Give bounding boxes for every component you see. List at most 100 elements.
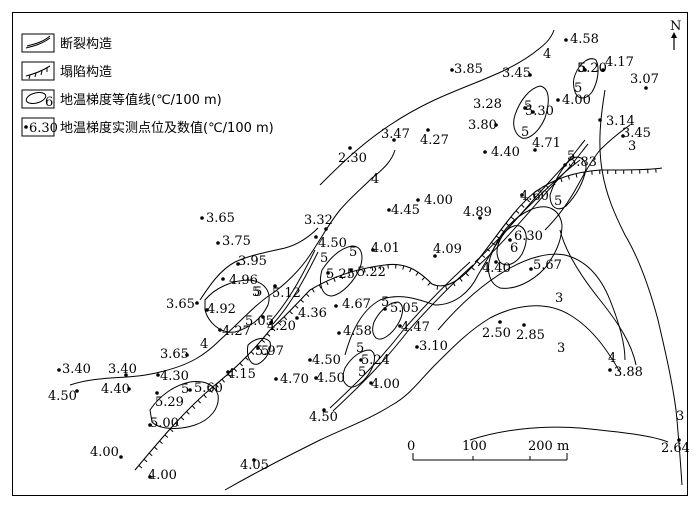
measurement-value: 3.85: [454, 62, 483, 77]
measurement-point: 3.10: [415, 339, 448, 354]
measurement-value: 4.92: [207, 302, 236, 317]
contour-label: 5: [261, 344, 269, 359]
measurement-point: 5.30: [525, 104, 554, 119]
measurement-value: 3.65: [160, 347, 189, 362]
measurement-dot: [155, 391, 159, 395]
measurement-point: 5.00: [148, 416, 179, 431]
measurement-dot: [392, 138, 396, 142]
measurement-point: 4.09: [433, 242, 462, 258]
isoline-3: [224, 305, 621, 491]
measurement-value: 4.15: [227, 367, 256, 382]
measurement-dot: [556, 98, 560, 102]
measurement-dot: [531, 110, 535, 114]
measurement-point: 3.14: [598, 114, 635, 129]
measurement-value: 3.07: [630, 72, 659, 87]
measurement-dot: [337, 331, 341, 335]
contour-label: 4: [543, 47, 551, 62]
measurement-point: 5.20: [578, 61, 607, 76]
measurement-value: 4.70: [280, 372, 309, 387]
measurement-dot: [252, 458, 256, 462]
measurement-point: 5.29: [155, 391, 184, 410]
measurement-value: 5.05: [390, 301, 419, 316]
measurement-dot: [256, 346, 260, 350]
contour-label: 4: [371, 172, 379, 187]
measurement-dot: [433, 254, 437, 258]
isoline-5: [372, 301, 403, 340]
measurement-dot: [205, 308, 209, 312]
measurement-point: 4.00: [148, 468, 177, 483]
measurement-point: 3.80: [468, 118, 498, 133]
measurement-value: 3.65: [206, 211, 235, 226]
isoline-5: [319, 245, 363, 297]
measurement-value: 5.05: [245, 314, 274, 329]
isoline-5: [247, 337, 271, 365]
measurement-point: 2.85: [516, 323, 545, 343]
svg-text:6: 6: [45, 95, 53, 110]
measurement-dot: [369, 381, 373, 385]
measurement-dot: [273, 284, 277, 288]
measurement-dot: [349, 268, 353, 272]
measurement-dot: [644, 86, 648, 90]
measurement-value: 4.27: [222, 324, 251, 339]
measurement-dot: [426, 128, 430, 132]
measurement-dot: [583, 68, 587, 72]
measurement-value: 5.29: [155, 395, 184, 410]
contour-label: 3: [557, 341, 565, 356]
measurement-dot: [274, 377, 278, 381]
measurement-value: 3.95: [238, 254, 267, 269]
measurement-point: 4.58: [564, 32, 599, 47]
isoline-5: [573, 58, 599, 99]
measurement-dot: [498, 320, 502, 324]
measurement-point: 5.05: [383, 301, 419, 316]
legend-fault-label: 断裂构造: [60, 37, 112, 52]
measurement-value: 4.50: [309, 410, 338, 425]
measurement-value: 4.40: [491, 145, 520, 160]
measurement-point: 4.00: [416, 193, 453, 208]
collapse-line: [134, 167, 663, 471]
measurement-value: 3.65: [166, 297, 195, 312]
measurement-dot: [75, 389, 79, 393]
measurement-point: 4.01: [371, 241, 400, 256]
measurement-point: 4.60: [520, 189, 549, 204]
measurement-value: 4.50: [318, 236, 347, 251]
measurement-point: 3.07: [630, 72, 659, 90]
measurement-point: 4.20: [267, 319, 296, 334]
measurement-dot: [520, 193, 524, 197]
contour-label: 5: [524, 99, 532, 114]
measurement-dot: [156, 373, 160, 377]
svg-text:6.30: 6.30: [29, 121, 58, 136]
measurement-dot: [494, 123, 498, 127]
measurement-point: 3.65: [160, 347, 189, 362]
measurement-dot: [529, 267, 533, 271]
measurement-value: 5.30: [525, 104, 554, 119]
isolines: [69, 29, 683, 491]
measurement-value: 4.30: [160, 369, 189, 384]
measurement-point: 4.27: [218, 324, 251, 339]
scale-label-0: 0: [407, 439, 415, 454]
measurement-dot: [563, 163, 567, 167]
contour-label: 3: [676, 409, 684, 424]
measurement-point: 4.58: [337, 324, 372, 339]
measurement-point: 2.30: [338, 146, 367, 166]
measurement-point: 4.50: [308, 353, 341, 368]
measurement-value: 4.47: [401, 320, 430, 335]
measurement-dot: [478, 216, 482, 220]
measurement-dot: [508, 238, 512, 242]
measurement-point: 4.05: [240, 458, 269, 473]
measurement-value: 5.12: [272, 286, 301, 301]
legend: 断裂构造 塌陷构造 6 地温梯度等值线(℃/100 m) 6.30 地温梯度实测…: [21, 33, 274, 137]
measurement-dot: [127, 387, 131, 391]
measurement-points: 4.58 3.85 3.45 5.204.17 3.07 3.28 5.30 4.00 3.47…: [48, 32, 690, 483]
measurement-point: 4.17: [601, 55, 634, 72]
measurement-value: 2.85: [516, 328, 545, 343]
measurement-point: 4.36: [295, 306, 327, 321]
measurement-value: 5.97: [255, 344, 284, 359]
measurement-value: 3.28: [473, 97, 502, 112]
measurement-value: 4.00: [562, 93, 591, 108]
measurement-dot: [57, 368, 61, 372]
measurement-point: 4.30: [156, 369, 189, 384]
measurement-value: 3.40: [108, 362, 137, 377]
measurement-dot: [494, 260, 498, 264]
measurement-value: 4.40: [101, 382, 130, 397]
measurement-value: 3.14: [606, 114, 635, 129]
